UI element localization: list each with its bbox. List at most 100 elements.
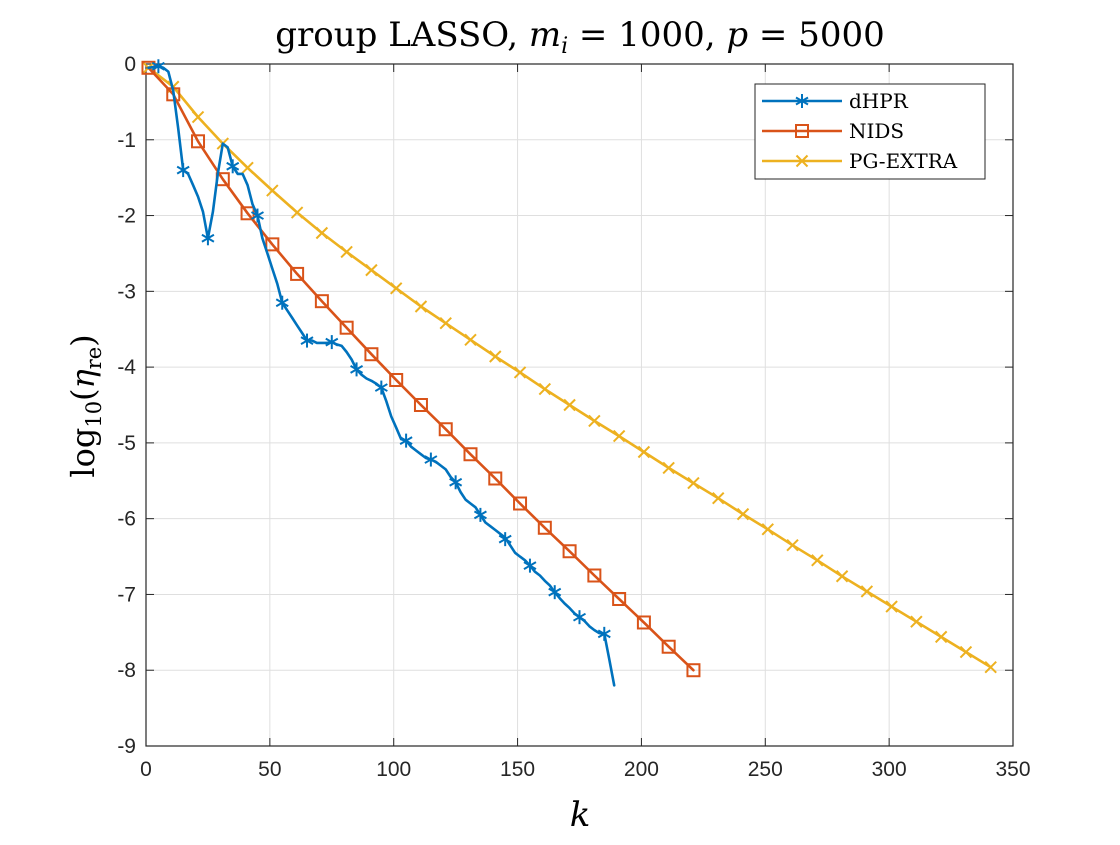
legend-item-nids: NIDS [762,119,904,143]
chart-title: group LASSO, mi = 1000, p = 5000 [275,15,885,59]
data-point-dhpr [449,475,463,490]
data-point-nids [314,294,329,309]
data-point-nids [513,496,528,511]
legend-item-dhpr: dHPR [762,89,909,113]
data-point-pg-extra [563,398,576,412]
data-point-pg-extra [910,615,923,628]
data-point-pg-extra [687,476,700,490]
y-tick-label: -3 [117,280,136,303]
legend-marker-nids [795,124,809,138]
x-tick-label: 200 [624,758,659,781]
legend-marker-pg-extra [795,154,809,168]
data-point-pg-extra [464,333,477,347]
data-point-pg-extra [588,414,601,428]
data-point-pg-extra [959,645,973,659]
axis-ticks: 0 50 100 150 200 250 300 350 0 -1 -2 -3 -4 -5 -6 -7 -8 -9 [117,53,1030,781]
data-point-dhpr [498,532,512,547]
data-point-pg-extra [241,161,254,175]
data-point-pg-extra [414,300,428,313]
data-point-nids [587,568,602,583]
series-line-nids [147,66,695,672]
y-tick-label: -8 [117,659,136,682]
axes-box [145,63,1014,747]
data-point-pg-extra [340,245,353,259]
y-axis-label: log10(ηre) [64,334,106,477]
data-point-nids [413,398,428,412]
data-point-pg-extra [637,445,651,459]
data-point-pg-extra [315,226,329,240]
data-point-pg-extra [389,282,403,295]
data-point-pg-extra [860,585,874,598]
data-point-nids [265,237,280,252]
data-point-pg-extra [290,206,304,219]
data-point-pg-extra [662,461,675,475]
data-point-dhpr [226,159,240,174]
data-point-pg-extra [439,316,452,330]
y-tick-label: -5 [117,432,136,455]
data-point-pg-extra [266,184,279,197]
data-point-nids [612,591,627,606]
data-point-pg-extra [786,538,799,552]
data-point-nids [661,639,676,654]
data-point-dhpr [350,362,364,377]
data-point-pg-extra [736,507,750,521]
data-point-pg-extra [934,630,948,644]
data-point-pg-extra [538,382,552,396]
y-tick-label: -6 [117,508,136,531]
data-point-dhpr [548,585,562,600]
data-point-dhpr [176,163,190,178]
x-tick-label: 150 [500,758,535,781]
data-point-pg-extra [984,660,997,674]
data-point-dhpr [597,626,611,641]
data-point-nids [290,266,305,281]
y-tick-label: -1 [117,129,136,152]
data-point-pg-extra [712,491,725,505]
series-pg-extra [142,61,997,674]
x-tick-label: 0 [140,758,152,781]
data-point-dhpr [250,208,264,223]
data-point-nids [339,320,354,335]
data-point-nids [463,447,478,462]
series-nids [141,60,701,678]
axes-frame [145,63,1014,747]
legend: dHPR NIDS PG-EXTRA [754,83,986,180]
data-point-pg-extra [365,263,378,277]
data-point-dhpr [275,295,289,310]
data-point-pg-extra [885,600,898,613]
x-tick-label: 100 [376,758,411,781]
x-tick-label: 250 [748,758,783,781]
data-point-dhpr [473,507,487,522]
y-tick-label: 0 [124,53,136,76]
legend-item-pg-extra: PG-EXTRA [762,149,958,173]
data-point-pg-extra [513,366,527,379]
x-tick-label: 350 [995,758,1030,781]
data-point-pg-extra [191,110,205,124]
data-point-pg-extra [811,554,824,567]
series-lines [141,59,997,687]
data-point-dhpr [300,333,314,348]
data-point-pg-extra [835,570,849,583]
legend-marker-dhpr [795,94,809,108]
y-tick-label: -2 [117,205,136,228]
legend-label-pg-extra: PG-EXTRA [849,149,958,173]
y-tick-label: -9 [117,735,136,758]
y-tick-label: -4 [117,356,136,379]
y-tick-label: -7 [117,583,136,606]
data-point-nids [191,134,206,149]
x-tick-label: 50 [258,758,281,781]
data-point-nids [562,544,577,559]
x-tick-label: 300 [872,758,907,781]
data-point-dhpr [374,380,388,395]
data-point-nids [438,422,453,437]
series-dhpr [147,59,616,687]
legend-label-dhpr: dHPR [849,89,909,113]
data-point-dhpr [201,231,215,246]
data-point-nids [686,663,701,678]
data-point-nids [364,347,379,362]
data-point-dhpr [523,558,537,573]
data-point-nids [488,471,503,486]
data-point-pg-extra [612,429,626,443]
data-point-nids [389,372,404,387]
